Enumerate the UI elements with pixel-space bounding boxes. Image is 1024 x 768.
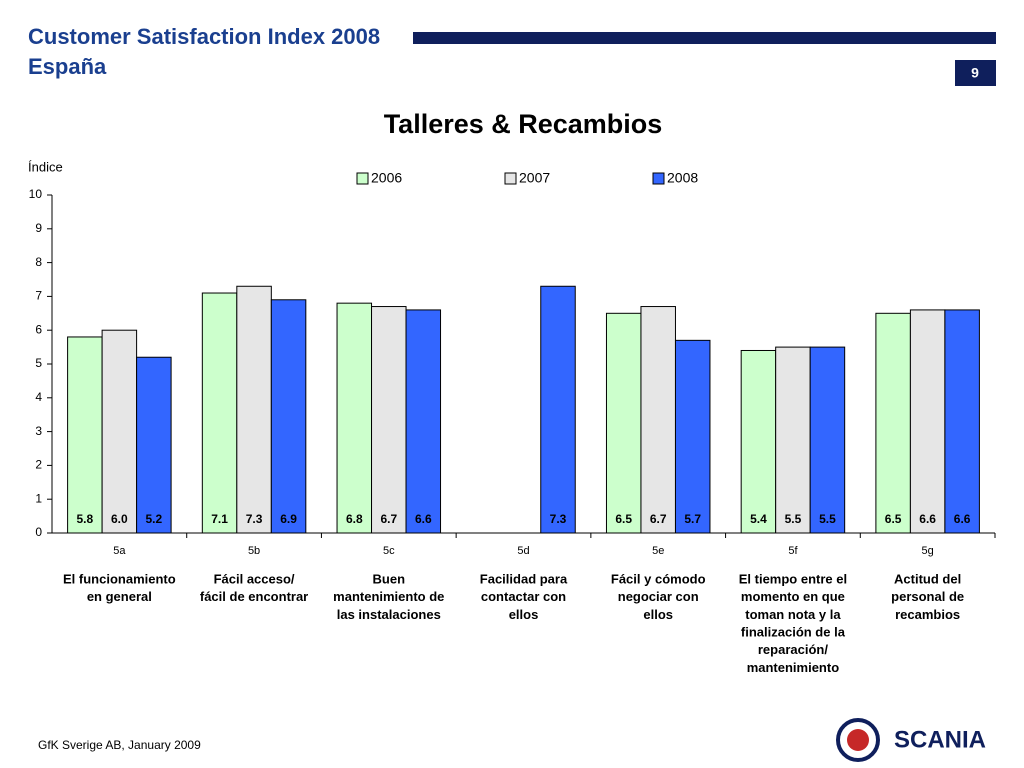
value-label: 6.8 — [346, 512, 363, 526]
value-label: 5.2 — [146, 512, 163, 526]
y-tick-label: 0 — [35, 525, 42, 539]
x-tick-label: 5f — [788, 545, 798, 557]
bar — [674, 339, 711, 534]
category-description: negociar con — [618, 589, 699, 604]
category-description: las instalaciones — [337, 607, 441, 622]
legend-swatch — [356, 172, 369, 185]
category-description: recambios — [895, 607, 960, 622]
y-tick-label: 2 — [35, 458, 42, 472]
bar — [201, 292, 238, 534]
value-label: 7.1 — [211, 512, 228, 526]
value-label: 6.7 — [650, 512, 667, 526]
legend-label: 2006 — [371, 170, 402, 186]
y-tick-label: 10 — [29, 187, 43, 201]
category-description: finalización de la — [741, 625, 846, 640]
category-description: ellos — [509, 607, 539, 622]
y-tick-label: 6 — [35, 322, 42, 336]
category-description: en general — [87, 589, 152, 604]
bar — [944, 309, 980, 534]
page-number: 9 — [971, 65, 979, 81]
category-description: momento en que — [741, 589, 845, 604]
bar — [67, 336, 103, 534]
bar — [405, 309, 442, 534]
value-label: 7.3 — [246, 512, 263, 526]
footer-source: GfK Sverige AB, January 2009 — [38, 738, 201, 752]
value-label: 6.6 — [954, 512, 971, 526]
legend-swatch — [652, 172, 665, 185]
value-label: 6.6 — [919, 512, 936, 526]
bar — [909, 309, 946, 534]
category-description: ellos — [643, 607, 673, 622]
y-tick-label: 5 — [35, 356, 42, 370]
value-label: 7.3 — [550, 512, 567, 526]
y-tick-label: 3 — [35, 424, 42, 438]
title-rule — [413, 32, 996, 44]
legend-swatch — [504, 172, 517, 185]
x-tick-label: 5c — [383, 545, 395, 557]
x-tick-label: 5b — [248, 545, 260, 557]
bar — [101, 329, 138, 534]
logo-griffin — [847, 729, 869, 751]
category-description: mantenimiento de — [333, 589, 444, 604]
value-label: 5.5 — [785, 512, 802, 526]
category-description: El tiempo entre el — [739, 571, 847, 586]
category-description: Actitud del — [894, 571, 961, 586]
category-description: El funcionamiento — [63, 571, 176, 586]
value-label: 5.7 — [684, 512, 701, 526]
bar — [740, 349, 777, 534]
y-tick-label: 7 — [35, 289, 42, 303]
category-description: Fácil acceso/ — [214, 571, 295, 586]
value-label: 6.9 — [280, 512, 297, 526]
value-label: 6.6 — [415, 512, 432, 526]
bar — [809, 346, 846, 534]
category-description: Buen — [373, 571, 406, 586]
bar — [540, 285, 576, 534]
x-tick-label: 5g — [922, 545, 934, 557]
category-description: mantenimiento — [747, 660, 840, 675]
value-label: 6.5 — [615, 512, 632, 526]
category-description: fácil de encontrar — [200, 589, 308, 604]
bar — [236, 285, 272, 534]
slide-title: Customer Satisfaction Index 2008 — [28, 24, 380, 49]
x-tick-label: 5d — [517, 545, 529, 557]
category-description: toman nota y la — [745, 607, 841, 622]
value-label: 5.4 — [750, 512, 767, 526]
value-label: 6.0 — [111, 512, 128, 526]
category-description: reparación/ — [758, 642, 828, 657]
bar — [640, 306, 676, 534]
category-description: contactar con — [481, 589, 566, 604]
category-description: Fácil y cómodo — [611, 571, 706, 586]
y-axis-label: Índice — [28, 159, 63, 174]
bar — [270, 299, 307, 534]
page-number-box — [955, 60, 996, 86]
category-description: personal de — [891, 589, 964, 604]
chart-title: Talleres & Recambios — [384, 109, 663, 139]
bar — [336, 302, 373, 534]
x-tick-label: 5e — [652, 545, 664, 557]
category-description: Facilidad para — [480, 571, 568, 586]
bar — [605, 312, 642, 534]
y-tick-label: 8 — [35, 255, 42, 269]
x-tick-label: 5a — [113, 545, 126, 557]
bar — [775, 346, 811, 534]
value-label: 5.8 — [77, 512, 94, 526]
logo-text: SCANIA — [894, 726, 986, 753]
legend-label: 2008 — [667, 170, 698, 186]
value-label: 6.7 — [380, 512, 397, 526]
bar — [136, 356, 172, 534]
y-tick-label: 4 — [35, 390, 42, 404]
y-tick-label: 1 — [35, 491, 42, 505]
y-tick-label: 9 — [35, 221, 42, 235]
legend-label: 2007 — [519, 170, 550, 186]
bar — [875, 312, 911, 534]
bar — [371, 306, 407, 534]
value-label: 5.5 — [819, 512, 836, 526]
value-label: 6.5 — [885, 512, 902, 526]
slide-subtitle: España — [28, 54, 107, 79]
